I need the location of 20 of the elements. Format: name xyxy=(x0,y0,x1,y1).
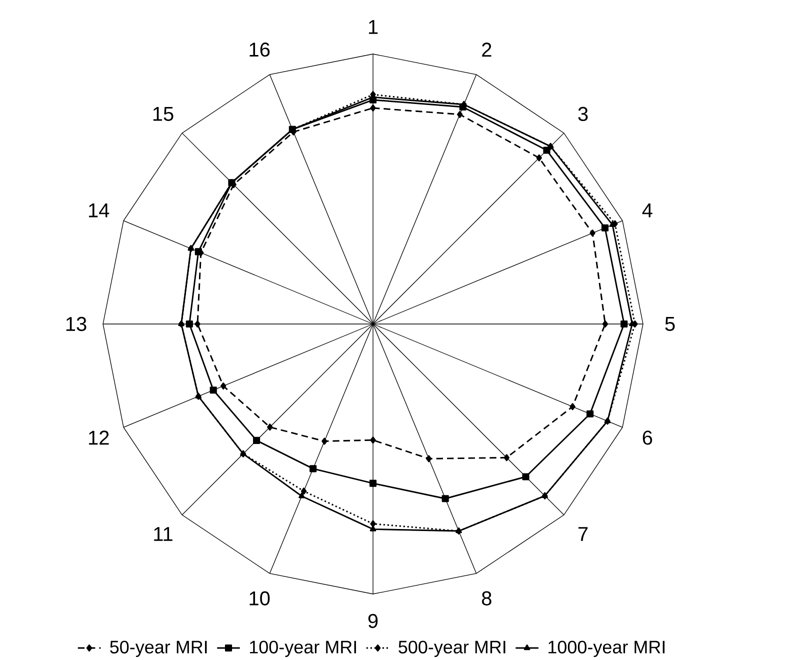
spoke-label: 16 xyxy=(250,42,270,57)
spoke-label: 1 xyxy=(368,20,378,34)
spoke-label: 5 xyxy=(665,317,675,331)
legend-label: 50-year MRI xyxy=(110,640,207,658)
spoke-label: 10 xyxy=(250,591,270,606)
spoke-label: 9 xyxy=(368,614,378,628)
spoke-label: 7 xyxy=(578,527,588,541)
legend-label: 1000-year MRI xyxy=(548,640,665,658)
spoke-label: 2 xyxy=(482,42,492,57)
spoke-label: 12 xyxy=(89,430,109,445)
spoke-label: 14 xyxy=(89,203,110,218)
spoke-label: 3 xyxy=(578,106,588,122)
spoke-label: 8 xyxy=(482,591,492,606)
spoke-label: 11 xyxy=(154,527,172,541)
legend-label: 500-year MRI xyxy=(398,640,506,658)
spoke-label: 6 xyxy=(642,430,652,445)
legend-label: 100-year MRI xyxy=(250,640,356,658)
spoke-label: 13 xyxy=(66,316,86,332)
spoke-label: 15 xyxy=(153,107,174,121)
spoke-label: 4 xyxy=(642,203,652,218)
